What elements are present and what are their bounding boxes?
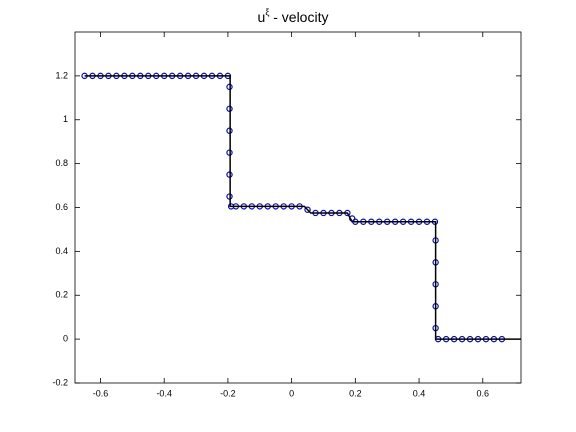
title-rest: - velocity bbox=[269, 9, 328, 25]
title-superscript: ξ bbox=[265, 7, 269, 17]
x-tick-label: 0.2 bbox=[349, 388, 362, 398]
y-tick-label: 1.2 bbox=[55, 70, 68, 80]
data-point bbox=[304, 206, 311, 213]
y-tick-label: 0.2 bbox=[55, 290, 68, 300]
y-tick-label: 0.8 bbox=[55, 158, 68, 168]
y-tick-label: 1 bbox=[63, 114, 68, 124]
y-tick-label: -0.2 bbox=[52, 377, 68, 387]
x-tick-label: 0.4 bbox=[413, 388, 426, 398]
title-base: u bbox=[258, 9, 266, 25]
y-tick-label: 0 bbox=[63, 334, 68, 344]
line bbox=[84, 75, 521, 340]
x-tick-label: -0.4 bbox=[156, 388, 172, 398]
x-tick-label: -0.6 bbox=[93, 388, 109, 398]
y-tick-label: 0.6 bbox=[55, 202, 68, 212]
y-tick-label: 0.4 bbox=[55, 246, 68, 256]
chart-title: uξ - velocity bbox=[258, 7, 329, 24]
x-tick-label: -0.2 bbox=[220, 388, 236, 398]
x-tick-label: 0.6 bbox=[477, 388, 490, 398]
x-tick-label: 0 bbox=[289, 388, 294, 398]
